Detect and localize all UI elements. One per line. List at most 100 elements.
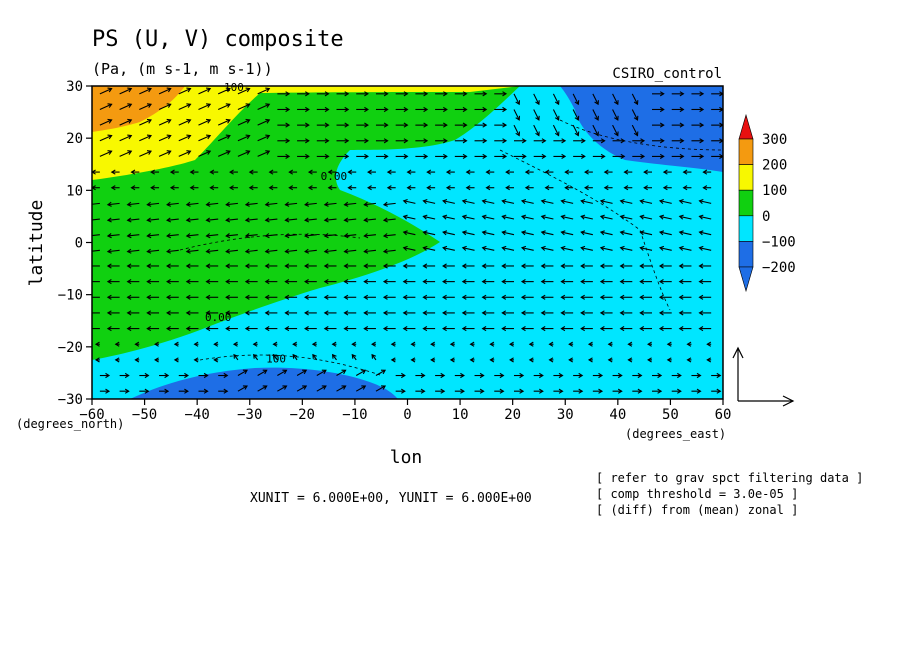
contour-line <box>559 119 723 151</box>
wind-vector-head <box>363 326 369 332</box>
wind-vector-head <box>568 341 573 347</box>
wind-vector <box>699 200 712 204</box>
wind-vector-head <box>323 294 329 300</box>
wind-vector-head <box>324 138 330 144</box>
wind-vector-head <box>233 353 239 359</box>
wind-vector-head <box>679 91 685 97</box>
wind-vector-head <box>658 263 664 269</box>
wind-vector-head <box>541 153 547 159</box>
wind-vector-head <box>580 263 585 269</box>
wind-vector-head <box>422 263 428 269</box>
wind-vector <box>257 88 270 95</box>
wind-vector-head <box>539 372 544 379</box>
wind-vector-head <box>520 230 527 236</box>
x-axis-label: lon <box>390 447 423 468</box>
wind-vector-head <box>343 279 349 285</box>
wind-vector <box>679 231 692 236</box>
wind-vector-head <box>288 169 294 175</box>
wind-vector-head <box>88 295 92 299</box>
wind-vector-head <box>390 341 396 347</box>
wind-vector-head <box>520 294 526 300</box>
wind-vector <box>158 150 171 157</box>
wind-vector-head <box>462 153 468 159</box>
wind-vector <box>600 247 613 251</box>
wind-vector <box>324 234 337 237</box>
wind-vector <box>167 249 179 253</box>
wind-vector-head <box>554 115 560 121</box>
wind-vector-head <box>521 153 527 159</box>
wind-vector <box>423 247 436 251</box>
wind-vector <box>521 231 534 236</box>
wind-vector-head <box>304 248 310 254</box>
wind-vector <box>482 247 495 251</box>
wind-vector <box>631 109 638 121</box>
wind-vector-head <box>679 122 685 128</box>
wind-vector <box>237 103 250 110</box>
wind-vector-head <box>206 87 212 93</box>
wind-vector-head <box>386 169 392 175</box>
wind-vector-head <box>599 245 605 251</box>
wind-vector <box>226 218 238 221</box>
wind-vector-head <box>166 279 171 285</box>
wind-vector <box>167 202 179 206</box>
wind-vector <box>119 150 132 157</box>
wind-vector-head <box>658 279 664 285</box>
wind-vector-head <box>305 122 310 128</box>
wind-vector <box>443 247 455 251</box>
wind-vector-head <box>481 294 487 300</box>
wind-vector-head <box>265 134 271 140</box>
wind-vector <box>581 200 593 204</box>
wind-vector-head <box>324 91 330 97</box>
wind-vector <box>107 202 120 206</box>
wind-vector-head <box>189 169 195 175</box>
wind-vector-head <box>598 388 604 394</box>
wind-vector-head <box>515 115 521 121</box>
wind-vector-head <box>678 263 684 269</box>
wind-vector <box>186 234 199 237</box>
wind-vector-head <box>245 87 251 93</box>
wind-vector-head <box>535 115 540 121</box>
wind-vector-head <box>479 388 485 394</box>
wind-vector <box>443 200 455 204</box>
wind-vector <box>147 202 160 206</box>
wind-vector-head <box>209 169 215 175</box>
wind-vector-head <box>541 138 547 144</box>
wind-vector-head <box>489 341 495 347</box>
wind-vector-head <box>643 185 648 191</box>
wind-vector-head <box>505 169 510 175</box>
wind-vector-head <box>264 294 270 300</box>
wind-vector-head <box>146 103 152 108</box>
wind-vector-head <box>460 372 465 379</box>
wind-vector <box>592 109 599 121</box>
wind-vector <box>612 109 619 121</box>
wind-vector-head <box>126 326 132 332</box>
wind-vector-head <box>619 326 625 332</box>
wind-vector <box>147 218 160 221</box>
wind-vector-head <box>144 372 150 379</box>
wind-vector-head <box>699 138 705 144</box>
wind-vector-head <box>244 217 250 223</box>
wind-vector-head <box>154 357 159 363</box>
wind-vector-head <box>401 372 406 379</box>
wind-vector-head <box>482 106 488 113</box>
wind-vector-head <box>449 357 455 363</box>
wind-vector <box>640 215 653 220</box>
wind-vector-head <box>88 327 92 331</box>
wind-vector <box>620 247 633 251</box>
wind-vector-head <box>282 385 288 390</box>
wind-vector-head <box>535 131 540 137</box>
wind-vector-head <box>264 279 270 285</box>
x-tick-label: 30 <box>557 407 574 423</box>
wind-vector-head <box>515 100 521 106</box>
wind-vector-head <box>363 294 369 300</box>
wind-vector-head <box>580 230 586 236</box>
wind-vector-head <box>544 185 550 191</box>
wind-vector-head <box>620 138 626 144</box>
wind-vector-head <box>560 198 566 205</box>
wind-vector-head <box>619 263 625 269</box>
wind-vector-head <box>501 294 507 300</box>
wind-vector-head <box>225 279 230 285</box>
wind-vector-head <box>114 357 120 363</box>
wind-vector-head <box>252 341 258 347</box>
wind-vector-head <box>679 153 685 159</box>
